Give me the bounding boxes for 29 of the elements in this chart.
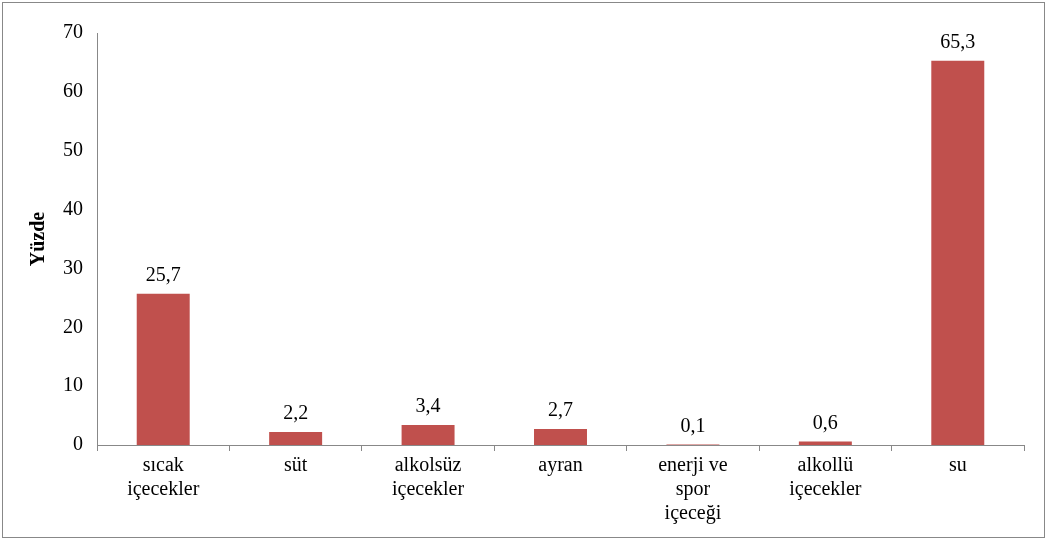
data-label: 2,7 [548,398,573,421]
y-tick-label: 50 [63,137,83,160]
x-tick-label: enerji ve spor içeceği [658,453,728,525]
x-tick-label: süt [283,453,308,476]
y-tick-label: 60 [63,79,83,102]
bar [401,424,455,445]
bar [136,293,190,445]
bar [798,441,852,445]
x-tick-label: sıcak içecekler [127,453,200,501]
y-axis-title: Yüzde [26,211,49,267]
bar [534,429,587,445]
data-label: 3,4 [415,394,441,417]
bar [931,60,985,445]
data-label: 0,1 [680,413,706,436]
x-tick-label: su [948,453,967,476]
bar [269,432,323,445]
y-tick-label: 0 [73,432,83,455]
y-tick-label: 10 [63,373,83,396]
data-label: 65,3 [940,29,976,52]
data-label: 25,7 [145,262,181,285]
y-tick-label: 40 [63,196,83,219]
data-label: 2,2 [283,401,309,424]
data-label: 0,6 [812,410,838,433]
x-tick-label: alkollü içecekler [789,453,862,501]
x-tick-label: alkolsüz içecekler [391,453,465,501]
y-tick-label: 30 [63,255,83,278]
y-tick-label: 70 [63,20,83,43]
y-tick-label: 20 [63,314,83,337]
x-tick-label: ayran [538,453,583,477]
